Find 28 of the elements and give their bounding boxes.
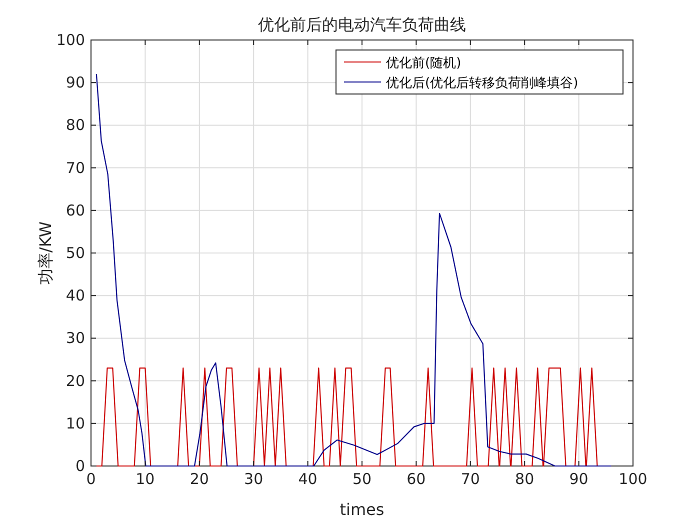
legend-label: 优化前(随机) <box>386 56 462 71</box>
x-tick-label: 50 <box>352 470 372 488</box>
y-tick-label: 60 <box>66 201 85 220</box>
x-tick-label: 100 <box>618 470 648 488</box>
y-tick-label: 80 <box>66 116 85 134</box>
y-tick-label: 30 <box>66 329 85 348</box>
x-tick-label: 80 <box>515 470 534 488</box>
x-tick-label: 60 <box>406 470 426 488</box>
x-tick-label: 30 <box>244 470 264 488</box>
y-tick-label: 0 <box>75 457 85 475</box>
y-tick-label: 90 <box>66 74 85 92</box>
y-tick-label: 10 <box>66 414 85 432</box>
x-tick-label: 90 <box>569 470 588 488</box>
line-series <box>96 74 612 467</box>
y-tick-label: 50 <box>66 244 85 262</box>
x-tick-label: 40 <box>298 470 318 488</box>
x-tick-label: 10 <box>136 470 155 488</box>
y-tick-label: 40 <box>66 286 85 305</box>
x-tick-label: 0 <box>86 470 96 488</box>
chart-title: 优化前后的电动汽车负荷曲线 <box>258 15 466 34</box>
y-tick-label: 100 <box>56 31 85 49</box>
legend-label: 优化后(优化后转移负荷削峰填谷) <box>386 76 578 91</box>
x-axis-title: times <box>340 500 384 519</box>
y-axis-title: 功率/KW <box>36 221 55 285</box>
x-tick-label: 70 <box>460 470 480 488</box>
y-tick-label: 70 <box>66 158 85 177</box>
x-tick-label: 20 <box>190 470 209 488</box>
y-tick-label: 20 <box>66 372 85 390</box>
